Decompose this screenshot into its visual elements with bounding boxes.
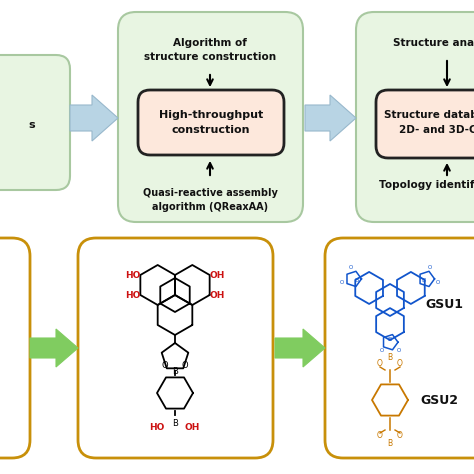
Text: GSU1: GSU1 [425, 299, 463, 311]
FancyBboxPatch shape [376, 90, 474, 158]
Text: B: B [172, 419, 178, 428]
Text: Structure database of: Structure database of [384, 110, 474, 120]
Text: OH: OH [210, 271, 225, 280]
Text: construction: construction [172, 125, 250, 135]
Text: O: O [182, 361, 188, 370]
Text: B: B [387, 438, 392, 447]
Text: O: O [348, 265, 353, 270]
Text: O: O [379, 348, 383, 353]
Text: Structure analysis: Structure analysis [393, 38, 474, 48]
Text: B: B [422, 278, 426, 283]
FancyBboxPatch shape [0, 238, 30, 458]
Text: Quasi-reactive assembly: Quasi-reactive assembly [143, 188, 277, 198]
Text: algorithm (QReaxAA): algorithm (QReaxAA) [152, 202, 268, 212]
Text: 2D- and 3D-COFs: 2D- and 3D-COFs [399, 125, 474, 135]
Text: GSU2: GSU2 [420, 393, 458, 407]
Text: B: B [354, 278, 358, 283]
Text: High-throughput: High-throughput [159, 110, 263, 120]
Text: O: O [436, 280, 440, 285]
Text: s: s [29, 120, 35, 130]
Polygon shape [305, 95, 356, 141]
Polygon shape [275, 329, 325, 367]
Polygon shape [70, 95, 118, 141]
FancyBboxPatch shape [138, 90, 284, 155]
FancyBboxPatch shape [356, 12, 474, 222]
Text: O: O [397, 359, 403, 368]
Text: OH: OH [185, 422, 201, 431]
Text: O: O [340, 280, 344, 285]
Text: OH: OH [210, 291, 225, 300]
Text: Topology identification: Topology identification [379, 180, 474, 190]
Text: B: B [388, 337, 392, 342]
FancyBboxPatch shape [0, 55, 70, 190]
Text: Algorithm of: Algorithm of [173, 38, 247, 48]
Polygon shape [30, 329, 78, 367]
FancyBboxPatch shape [118, 12, 303, 222]
Text: O: O [396, 348, 401, 353]
FancyBboxPatch shape [325, 238, 474, 458]
Text: HO: HO [125, 271, 140, 280]
Text: HO: HO [150, 422, 165, 431]
Text: O: O [162, 361, 168, 370]
Text: structure construction: structure construction [144, 52, 276, 62]
FancyBboxPatch shape [78, 238, 273, 458]
Text: B: B [172, 366, 178, 375]
Text: O: O [428, 265, 432, 270]
Text: B: B [387, 354, 392, 363]
Text: O: O [397, 431, 403, 440]
Text: O: O [377, 431, 383, 440]
Text: O: O [377, 359, 383, 368]
Text: HO: HO [125, 291, 140, 300]
